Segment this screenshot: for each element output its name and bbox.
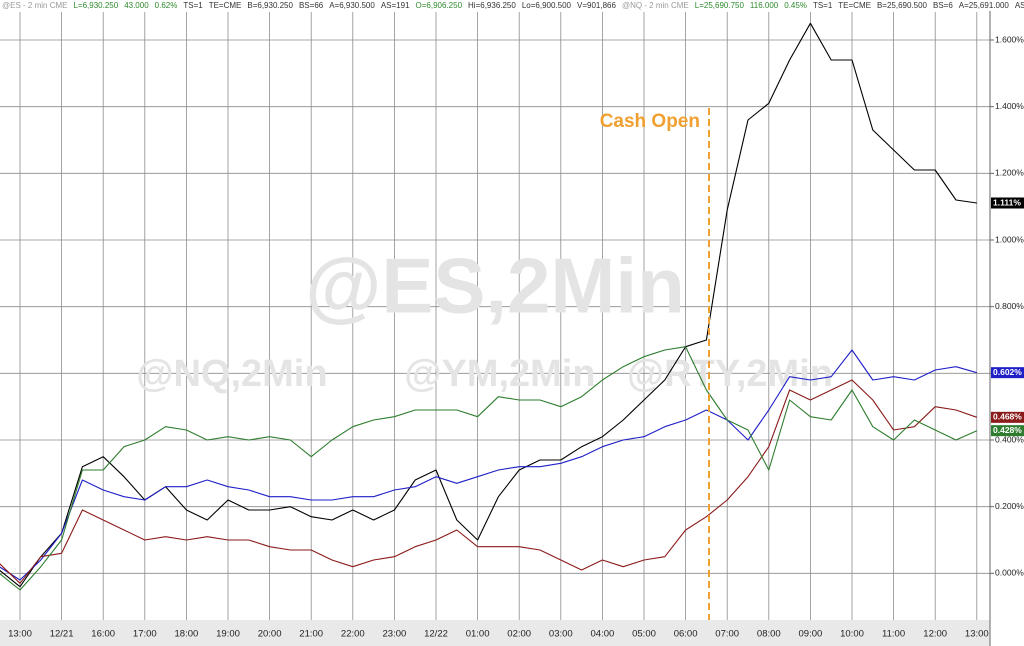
- header-band: [0, 0, 1024, 11]
- watermark: @YM,2Min: [404, 353, 595, 395]
- y-tick-label: 0.800%: [995, 301, 1024, 311]
- x-tick-label: 11:00: [882, 629, 905, 640]
- x-tick-label: 23:00: [383, 629, 407, 640]
- x-tick-label: 17:00: [133, 629, 157, 640]
- header-item: @ES - 2 min CME: [2, 1, 67, 10]
- x-axis-band: [0, 620, 990, 646]
- grid: [0, 12, 990, 620]
- header-item: B=25,690.500: [877, 1, 928, 10]
- watermark: @RTY,2Min: [627, 353, 833, 395]
- x-tick-label: 12/21: [50, 629, 74, 640]
- value-label-box: [991, 197, 1024, 209]
- x-tick-label: 13:00: [965, 629, 989, 640]
- x-tick-label: 19:00: [216, 629, 240, 640]
- header-item: A=6,930.500: [329, 1, 375, 10]
- header-item: A=25,691.000: [959, 1, 1010, 10]
- header-item: B=6,930.250: [247, 1, 293, 10]
- x-tick-label: 04:00: [591, 629, 615, 640]
- value-label-box: [991, 367, 1024, 379]
- x-tick-label: 12:00: [923, 629, 947, 640]
- x-tick-label: 02:00: [507, 629, 531, 640]
- x-tick-label: 05:00: [632, 629, 656, 640]
- annotation: Cash Open: [600, 111, 700, 132]
- x-tick-label: 07:00: [715, 629, 739, 640]
- value-label: 1.111%: [993, 197, 1021, 207]
- header: @ES - 2 min CME L=6,930.250 43.000 0.62% TS=…: [2, 1, 1024, 10]
- header-item: AS=8: [1015, 1, 1024, 10]
- value-label: 0.428%: [993, 425, 1022, 435]
- y-tick-label: 0.200%: [995, 501, 1024, 511]
- header-item: 0.62%: [155, 1, 178, 10]
- header-item: V=901,866: [577, 1, 616, 10]
- series-line: [0, 349, 977, 581]
- watermark: @ES,2Min: [305, 242, 684, 330]
- y-tick-label: 0.000%: [995, 568, 1024, 578]
- x-tick-label: 16:00: [91, 629, 115, 640]
- x-tick-label: 06:00: [674, 629, 698, 640]
- x-tick-label: 10:00: [840, 629, 864, 640]
- header-item: 43.000: [124, 1, 149, 10]
- header-item: @NQ - 2 min CME: [622, 1, 689, 10]
- x-tick-label: 21:00: [299, 629, 323, 640]
- header-item: L=25,690.750: [695, 1, 745, 10]
- series-line: [0, 379, 977, 584]
- x-tick-label: 18:00: [175, 629, 199, 640]
- series-line: [0, 346, 978, 591]
- y-tick-label: 1.600%: [995, 34, 1024, 44]
- y-tick-label: 1.200%: [995, 168, 1024, 178]
- header-item: TS=1: [813, 1, 833, 10]
- header-item: 116.000: [750, 1, 779, 10]
- x-tick-label: 12/22: [424, 629, 448, 640]
- header-item: 0.45%: [784, 1, 807, 10]
- header-item: AS=191: [381, 1, 410, 10]
- x-tick-label: 08:00: [757, 629, 781, 640]
- x-tick-label: 09:00: [799, 629, 823, 640]
- x-tick-label: 20:00: [258, 629, 282, 640]
- header-item: TE=CME: [838, 1, 871, 10]
- y-tick-label: 1.000%: [995, 234, 1024, 244]
- watermark: @NQ,2Min: [136, 353, 327, 395]
- value-label: 0.602%: [993, 367, 1022, 377]
- y-tick-label: 0.400%: [995, 434, 1024, 444]
- lines: [0, 22, 978, 591]
- x-tick-label: 01:00: [466, 629, 490, 640]
- axes: 0.000%0.200%0.400%0.600%0.800%1.000%1.20…: [8, 34, 1024, 640]
- value-label-box: [991, 425, 1024, 437]
- value-label-box: [991, 411, 1024, 423]
- header-item: TE=CME: [209, 1, 242, 10]
- x-tick-label: 03:00: [549, 629, 573, 640]
- header-item: BS=66: [299, 1, 324, 10]
- x-tick-label: 13:00: [8, 629, 32, 640]
- x-tick-label: 22:00: [341, 629, 365, 640]
- header-item: BS=6: [933, 1, 953, 10]
- header-item: Hi=6,936.250: [468, 1, 516, 10]
- header-item: TS=1: [183, 1, 203, 10]
- value-label: 0.468%: [993, 412, 1022, 422]
- header-item: L=6,930.250: [73, 1, 118, 10]
- header-item: O=6,906.250: [416, 1, 463, 10]
- y-axis-band: [990, 0, 1024, 646]
- header-item: Lo=6,900.500: [522, 1, 572, 10]
- y-tick-label: 1.400%: [995, 101, 1024, 111]
